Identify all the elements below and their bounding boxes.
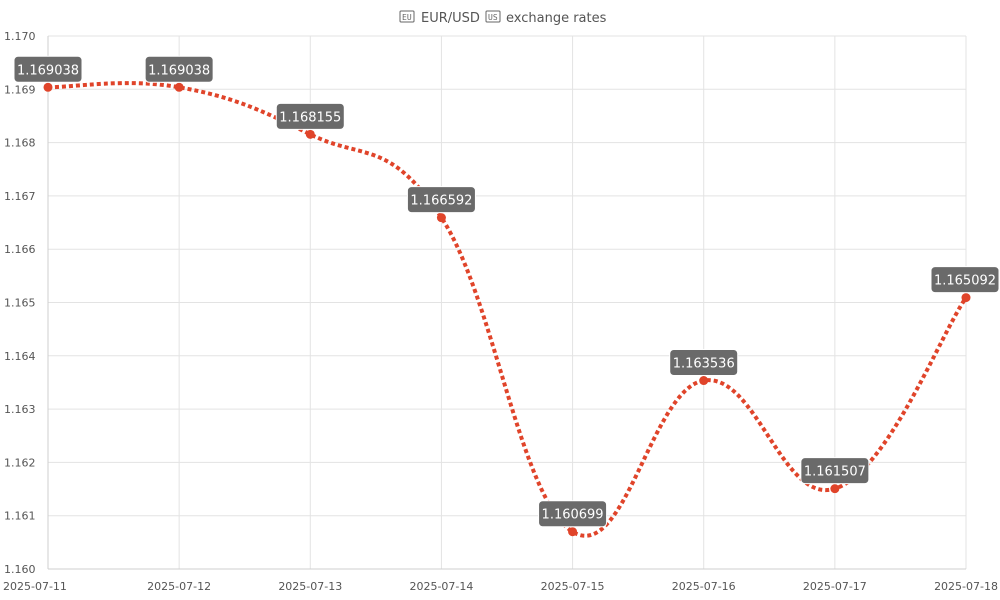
data-label-text: 1.165092: [934, 274, 996, 289]
y-tick-label: 1.161: [4, 510, 36, 523]
data-label-text: 1.169038: [148, 63, 210, 78]
x-tick-label: 2025-07-18: [934, 580, 998, 593]
eu-flag-icon: EU: [399, 10, 415, 23]
data-points: [43, 82, 971, 537]
data-label: 1.165092: [930, 266, 1000, 294]
axes: 1.160 1.161 1.162 1.163 1.164 1.165 1.166 1.167…: [3, 30, 998, 593]
data-label: 1.169038: [13, 55, 83, 83]
y-tick-label: 1.167: [4, 190, 36, 203]
data-label-box: [406, 186, 476, 214]
data-label-box: [275, 102, 345, 130]
data-label: 1.169038: [144, 55, 214, 83]
data-label-box: [13, 55, 83, 83]
data-label-text: 1.169038: [17, 63, 79, 78]
x-tick-label: 2025-07-16: [672, 580, 736, 593]
data-point[interactable]: [305, 129, 315, 139]
y-tick-label: 1.168: [4, 137, 36, 150]
y-tick-label: 1.166: [4, 243, 36, 256]
data-label-box: [800, 457, 870, 485]
data-label-text: 1.163536: [673, 357, 735, 372]
data-label: 1.163536: [669, 349, 739, 377]
data-point[interactable]: [699, 376, 709, 386]
data-point[interactable]: [43, 82, 53, 92]
data-label-box: [669, 349, 739, 377]
series-layer: [47, 81, 968, 538]
svg-text:EU: EU: [402, 13, 412, 22]
x-tick-label: 2025-07-17: [803, 580, 867, 593]
y-tick-label: 1.170: [4, 30, 36, 43]
data-point[interactable]: [568, 527, 578, 537]
x-tick-label: 2025-07-11: [3, 580, 67, 593]
y-tick-label: 1.164: [4, 350, 36, 363]
data-label-box: [930, 266, 1000, 294]
data-label: 1.166592: [406, 186, 476, 214]
data-label: 1.160699: [538, 500, 608, 528]
data-point[interactable]: [961, 293, 971, 303]
data-label-box: [144, 55, 214, 83]
data-label-text: 1.160699: [542, 508, 604, 523]
x-tick-label: 2025-07-12: [147, 580, 211, 593]
y-tick-label: 1.160: [4, 563, 36, 576]
y-tick-label: 1.163: [4, 403, 36, 416]
chart-title-quote: exchange rates: [506, 11, 607, 26]
y-tick-label: 1.165: [4, 297, 36, 310]
data-point[interactable]: [436, 213, 446, 223]
y-tick-label: 1.162: [4, 456, 36, 469]
data-label-text: 1.166592: [410, 194, 472, 209]
data-label-text: 1.168155: [279, 110, 341, 125]
x-tick-label: 2025-07-13: [278, 580, 342, 593]
y-tick-label: 1.169: [4, 83, 36, 96]
data-label-box: [538, 500, 608, 528]
data-label: 1.168155: [275, 102, 345, 130]
x-tick-label: 2025-07-14: [409, 580, 473, 593]
svg-text:US: US: [488, 13, 498, 22]
series-line: [47, 81, 968, 538]
data-labels: 1.169038 1.169038 1.168155 1.166592 1.160699…: [13, 55, 1000, 528]
chart-title-base: EUR/USD: [421, 11, 480, 26]
data-point[interactable]: [174, 82, 184, 92]
data-label: 1.161507: [800, 457, 870, 485]
chart-title: EU EUR/USD US exchange rates: [399, 10, 607, 26]
data-label-text: 1.161507: [804, 465, 866, 480]
x-tick-label: 2025-07-15: [541, 580, 605, 593]
data-point[interactable]: [830, 484, 840, 494]
us-flag-icon: US: [485, 10, 501, 23]
